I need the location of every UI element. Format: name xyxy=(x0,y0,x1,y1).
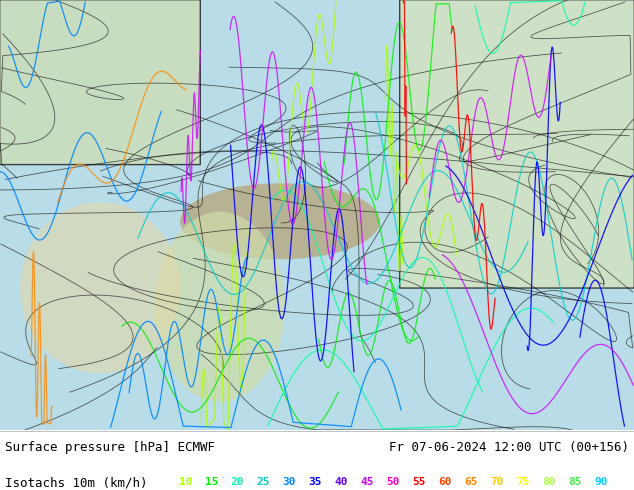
Text: 35: 35 xyxy=(309,477,322,487)
Ellipse shape xyxy=(155,212,285,402)
Text: 85: 85 xyxy=(569,477,582,487)
Text: 75: 75 xyxy=(517,477,530,487)
Text: 55: 55 xyxy=(413,477,426,487)
Text: 60: 60 xyxy=(439,477,452,487)
FancyBboxPatch shape xyxy=(0,0,200,165)
Text: 20: 20 xyxy=(231,477,244,487)
Text: 65: 65 xyxy=(465,477,478,487)
Text: 45: 45 xyxy=(361,477,374,487)
Ellipse shape xyxy=(20,202,180,373)
Text: Isotachs 10m (km/h): Isotachs 10m (km/h) xyxy=(5,477,148,490)
Text: 80: 80 xyxy=(543,477,556,487)
Text: 25: 25 xyxy=(257,477,270,487)
Text: 10: 10 xyxy=(179,477,192,487)
Text: 90: 90 xyxy=(595,477,608,487)
Text: 50: 50 xyxy=(387,477,400,487)
Text: 70: 70 xyxy=(491,477,504,487)
Text: 40: 40 xyxy=(335,477,348,487)
Text: Fr 07-06-2024 12:00 UTC (00+156): Fr 07-06-2024 12:00 UTC (00+156) xyxy=(389,441,629,454)
FancyBboxPatch shape xyxy=(399,0,634,288)
Ellipse shape xyxy=(180,183,380,259)
Text: 30: 30 xyxy=(283,477,296,487)
Text: Surface pressure [hPa] ECMWF: Surface pressure [hPa] ECMWF xyxy=(5,441,215,454)
Text: 15: 15 xyxy=(205,477,218,487)
